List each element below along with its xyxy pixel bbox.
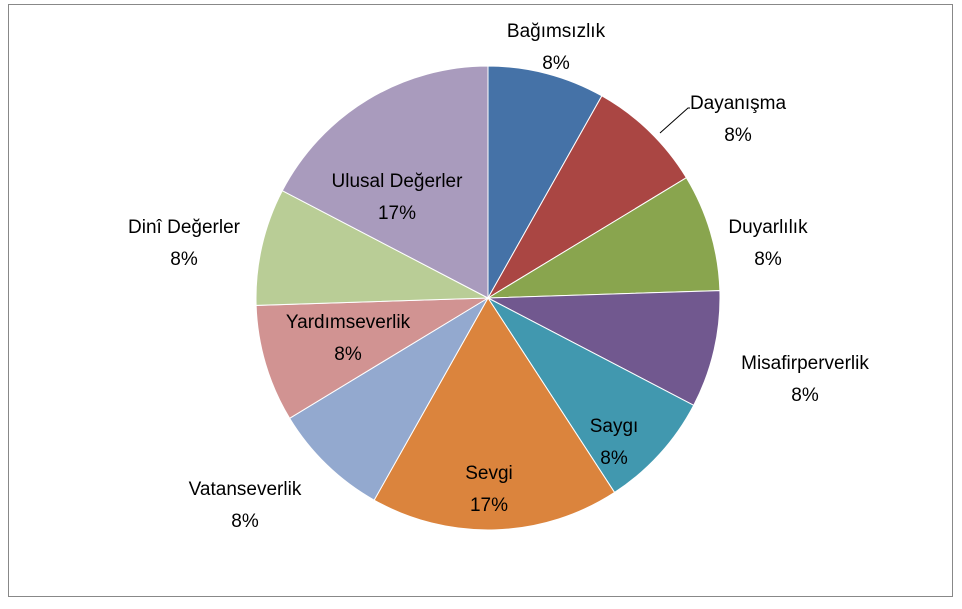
slice-label: Duyarlılık xyxy=(728,217,808,238)
slice-label: Dinî Değerler xyxy=(128,217,241,238)
pie-slice xyxy=(255,190,490,306)
slice-value: 8% xyxy=(334,344,362,365)
slice-label: Saygı xyxy=(590,416,639,437)
pie-slice xyxy=(486,177,721,299)
pie-slice xyxy=(288,296,490,501)
slice-value: 8% xyxy=(231,511,259,532)
slice-value: 8% xyxy=(754,249,782,270)
pie-slice xyxy=(255,297,490,419)
pie-slice xyxy=(373,297,616,531)
slice-label: Ulusal Değerler xyxy=(332,171,464,192)
leader-line xyxy=(659,107,690,134)
slice-label: Dayanışma xyxy=(690,93,787,114)
slice-label: Vatanseverlik xyxy=(189,479,302,500)
slice-label: Bağımsızlık xyxy=(507,21,606,42)
pie-slice xyxy=(487,65,603,300)
slice-value: 8% xyxy=(600,448,628,469)
slice-value: 8% xyxy=(791,385,819,406)
slice-label: Yardımseverlik xyxy=(286,312,411,333)
pie-slice xyxy=(486,290,721,406)
slice-value: 8% xyxy=(542,53,570,74)
pie-slice xyxy=(486,95,688,300)
slice-value: 8% xyxy=(170,249,198,270)
slice-label: Misafirperverlik xyxy=(741,353,869,374)
slice-value: 17% xyxy=(470,495,508,516)
slice-value: 8% xyxy=(724,125,752,146)
slice-value: 17% xyxy=(378,203,416,224)
pie-slice xyxy=(281,65,489,299)
slice-label: Sevgi xyxy=(465,463,513,484)
pie-slice xyxy=(486,296,695,494)
